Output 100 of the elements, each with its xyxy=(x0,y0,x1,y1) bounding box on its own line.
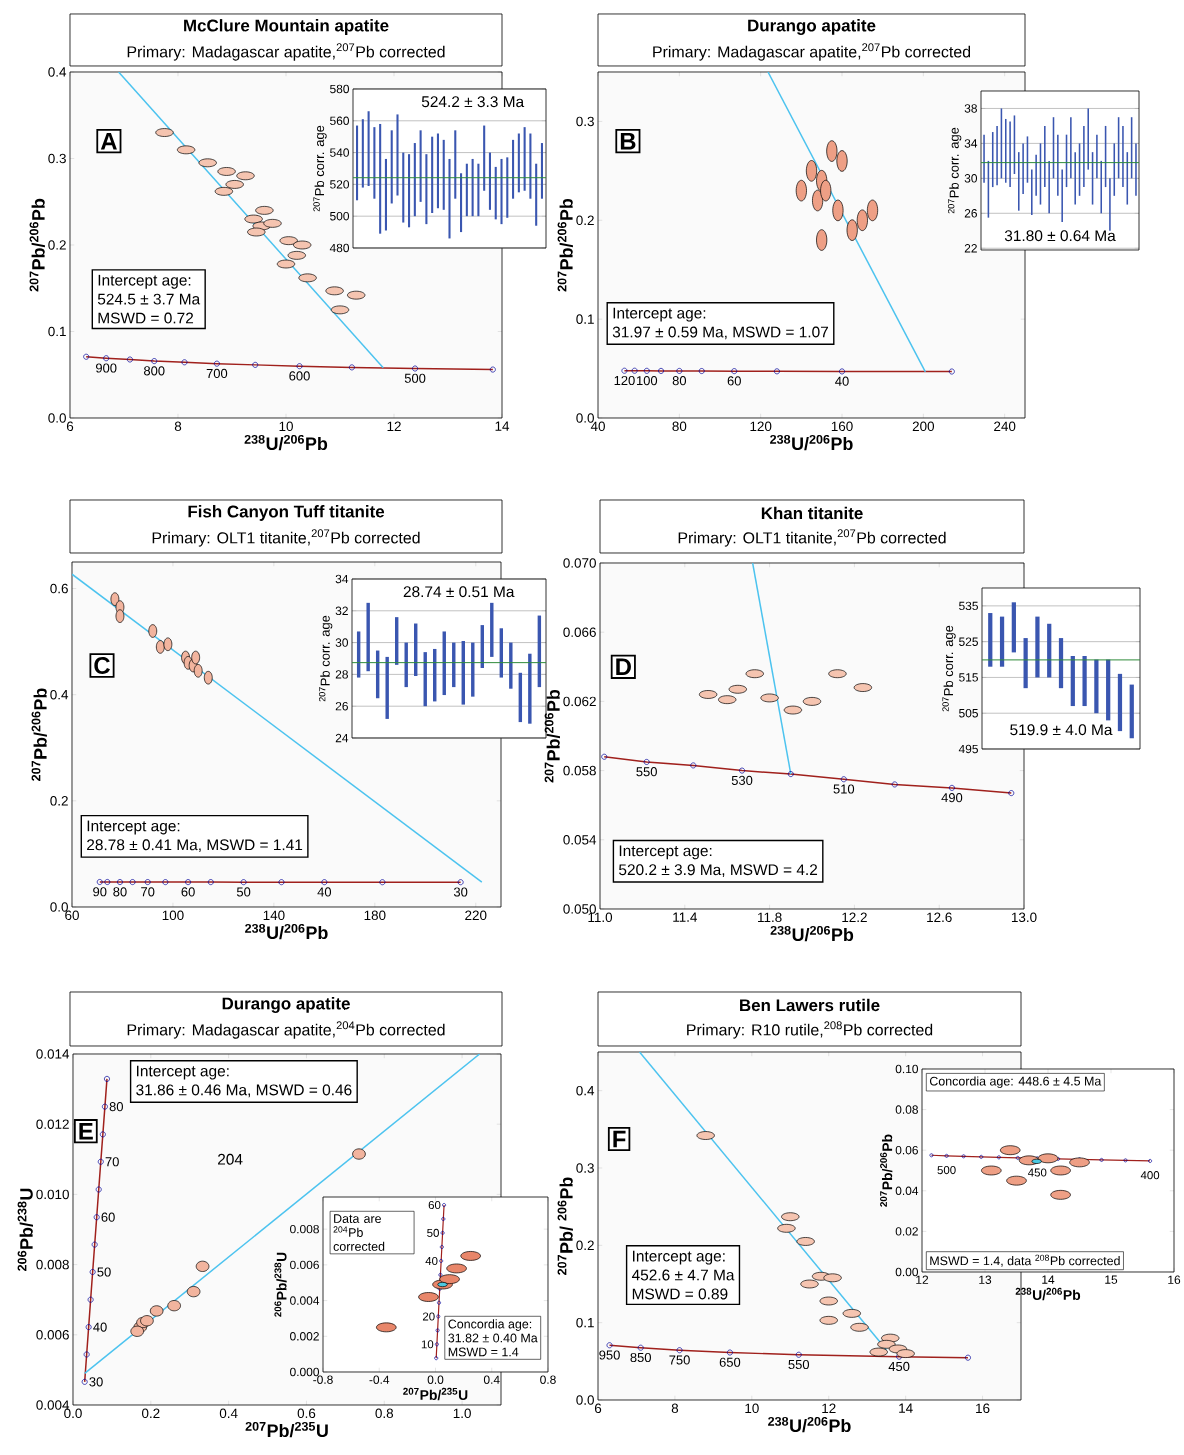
annotation: 30 xyxy=(453,887,468,897)
y-tick-label: 0.1 xyxy=(576,1317,594,1328)
annotation: 30 xyxy=(89,1377,103,1387)
x-tick-label: 6 xyxy=(594,1403,602,1414)
y-tick-label: 560 xyxy=(330,116,350,126)
y-tick-label: 28 xyxy=(335,670,348,679)
y-tick-label: 480 xyxy=(329,243,350,253)
x-tick-label: 13 xyxy=(979,1275,992,1284)
annotation: 60 xyxy=(428,1200,441,1210)
y-tick-label: 0.2 xyxy=(576,1240,594,1251)
chart-subtitle: Primary: Madagascar apatite,$^{207}$Pb corrected xyxy=(653,43,971,61)
x-tick-label: 11.8 xyxy=(758,912,782,923)
y-tick-label: 0.3 xyxy=(576,116,594,127)
y-tick-label: 0.04 xyxy=(895,1186,919,1196)
annotation: MSWD = 0.72 xyxy=(98,312,194,324)
y-tick-label: 0.004 xyxy=(36,1400,70,1410)
chart-subtitle: Primary: Madagascar apatite,$^{204}$Pb corrected xyxy=(127,1021,445,1039)
chart-title: Durango apatite xyxy=(748,19,876,35)
x-tick-label: 0.4 xyxy=(219,1408,238,1419)
annotation: 750 xyxy=(669,1355,690,1365)
x-tick-label: 12 xyxy=(822,1403,836,1413)
x-axis-title: $^{238}$U/$^{206}$Pb xyxy=(770,925,854,942)
x-tick-label: 140 xyxy=(263,910,285,921)
x-axis-title: $^{207}$Pb/$^{235}$U xyxy=(403,1387,468,1401)
annotation: 530 xyxy=(731,775,753,785)
y-tick-label: 0.008 xyxy=(290,1224,319,1234)
y-tick-label: 0.08 xyxy=(895,1105,918,1114)
x-tick-label: 80 xyxy=(672,421,687,432)
x-tick-label: 0.2 xyxy=(142,1408,160,1419)
x-tick-label: 0.0 xyxy=(427,1375,444,1384)
annotation: 519.9 ± 4.0 Ma xyxy=(1010,724,1113,736)
annotation: A xyxy=(100,132,117,150)
annotation: Data are $^{204}$Pb corrected xyxy=(333,1214,385,1251)
annotation: 80 xyxy=(109,1102,124,1112)
annotation: 50 xyxy=(97,1267,111,1277)
annotation: Intercept age: xyxy=(87,820,180,835)
x-tick-label: 180 xyxy=(364,910,386,921)
y-tick-label: 0.4 xyxy=(50,689,69,700)
annotation: 31.86 ± 0.46 Ma, MSWD = 0.46 xyxy=(136,1084,352,1098)
annotation: 40 xyxy=(425,1256,438,1265)
y-axis-title: $^{207}$Pb/$^{206}$Pb xyxy=(557,198,573,292)
y-tick-label: 0.010 xyxy=(36,1189,69,1200)
y-tick-label: 0.000 xyxy=(290,1367,320,1377)
x-tick-label: 13.0 xyxy=(1011,912,1037,923)
annotation: 10 xyxy=(421,1340,434,1349)
y-axis-title: $^{207}$Pb/ $^{206}$Pb xyxy=(557,1177,573,1275)
annotation: 524.5 ± 3.7 Ma xyxy=(97,293,201,305)
y-tick-label: 0.4 xyxy=(48,67,67,77)
y-tick-label: 0.006 xyxy=(36,1330,69,1340)
x-tick-label: 14 xyxy=(1042,1275,1055,1284)
annotation: 550 xyxy=(636,767,657,777)
x-tick-label: 11.0 xyxy=(588,912,613,923)
x-tick-label: 160 xyxy=(831,421,853,432)
annotation: Intercept age: xyxy=(633,1250,725,1265)
y-tick-label: 0.06 xyxy=(895,1145,918,1155)
y-tick-label: 505 xyxy=(959,708,978,718)
x-tick-label: 11.4 xyxy=(673,912,698,922)
y-axis-title: $^{207}$Pb corr. age xyxy=(948,127,962,214)
annotation: 950 xyxy=(599,1350,620,1360)
x-axis-title: $^{238}$U/$^{206}$Pb xyxy=(770,434,853,451)
y-tick-label: 0.02 xyxy=(895,1227,918,1236)
x-tick-label: 120 xyxy=(750,421,772,432)
annotation: 520.2 ± 3.9 Ma, MSWD = 4.2 xyxy=(619,864,818,877)
y-tick-label: 0.004 xyxy=(290,1296,320,1305)
annotation: 70 xyxy=(105,1157,119,1167)
x-tick-label: 200 xyxy=(912,421,935,432)
y-tick-label: 34 xyxy=(964,139,978,148)
y-tick-label: 0.2 xyxy=(50,796,68,806)
annotation: F xyxy=(613,1130,626,1148)
chart-subtitle: Primary: OLT1 titanite,$^{207}$Pb corrected xyxy=(678,529,946,547)
x-tick-label: 40 xyxy=(590,421,605,432)
annotation: Intercept age: xyxy=(98,274,191,289)
annotation: 490 xyxy=(941,793,963,803)
y-tick-label: 0.2 xyxy=(576,215,594,226)
x-tick-label: -0.4 xyxy=(369,1375,390,1384)
y-tick-label: 30 xyxy=(964,174,978,183)
y-tick-label: 32 xyxy=(335,606,348,616)
y-tick-label: 0.006 xyxy=(290,1260,319,1270)
chart-title: McClure Mountain apatite xyxy=(184,19,389,35)
y-tick-label: 24 xyxy=(335,733,349,743)
y-tick-label: 0.014 xyxy=(36,1049,70,1059)
chart-title: Khan titanite xyxy=(761,506,863,520)
x-axis-title: $^{238}$U/$^{206}$Pb xyxy=(1015,1287,1081,1301)
annotation: 650 xyxy=(719,1357,741,1367)
y-tick-label: 580 xyxy=(330,84,350,94)
x-tick-label: 14 xyxy=(899,1403,913,1413)
y-tick-label: 0.10 xyxy=(895,1064,919,1074)
y-tick-label: 495 xyxy=(958,744,978,754)
x-tick-label: 10 xyxy=(745,1403,759,1414)
annotation: 204 xyxy=(218,1153,243,1165)
x-tick-label: 0.8 xyxy=(540,1375,556,1384)
y-tick-label: 0.2 xyxy=(48,240,66,250)
y-tick-label: 0.0 xyxy=(576,1395,594,1405)
annotation: 31.97 ± 0.59 Ma, MSWD = 1.07 xyxy=(612,326,829,340)
y-axis-title: $^{207}$Pb corr. age xyxy=(942,625,956,712)
x-axis-title: $^{238}$U/$^{206}$Pb xyxy=(244,434,328,451)
annotation: 452.6 ± 4.7 Ma xyxy=(631,1269,735,1281)
y-tick-label: 520 xyxy=(330,180,350,189)
x-tick-label: -0.8 xyxy=(313,1375,333,1384)
annotation: 60 xyxy=(181,887,195,897)
